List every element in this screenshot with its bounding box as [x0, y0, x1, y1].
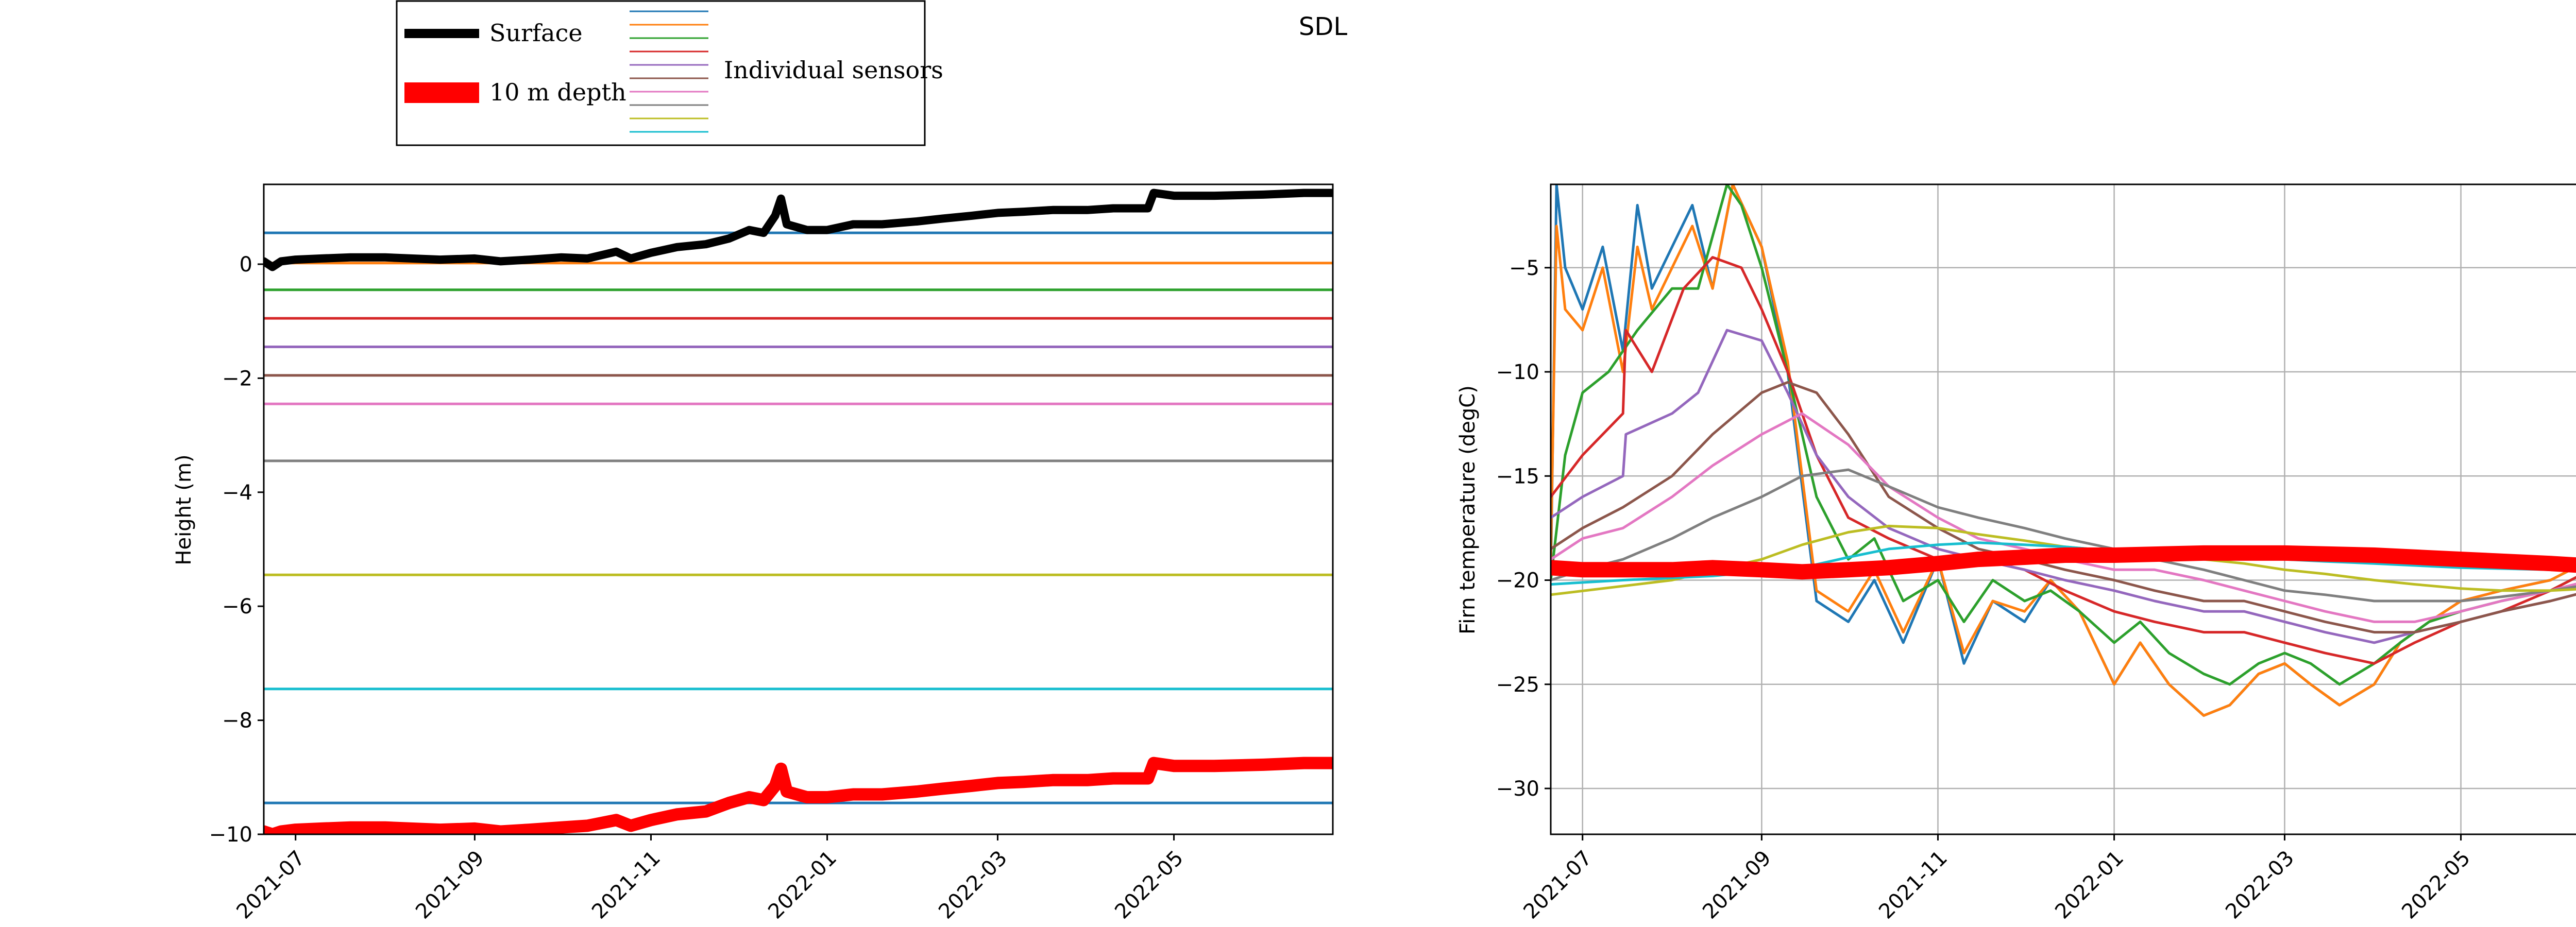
y-tick-label: −5 — [1509, 256, 1539, 280]
surface-height-line — [264, 188, 1333, 271]
y-tick-label: −25 — [1496, 673, 1539, 697]
y-tick-label: −20 — [1496, 569, 1539, 593]
y-tick-label: −15 — [1496, 465, 1539, 488]
y-tick-label: −30 — [1496, 777, 1539, 801]
legend: Surface 10 m depth Individual sensors — [396, 0, 943, 146]
temperature-y-axis-label: Firn temperature (degC) — [1456, 385, 1480, 634]
y-tick-label: 0 — [240, 253, 252, 277]
sensor-temperature-line — [1551, 381, 2576, 634]
sensor-temperature-line — [1551, 184, 2576, 686]
legend-sensor-swatches — [630, 10, 708, 133]
depth-10m-temperature-line — [1551, 545, 2576, 580]
temperature-grid — [1551, 184, 2576, 834]
height-plot-lines — [264, 188, 1333, 834]
height-y-axis-label: Height (m) — [172, 454, 196, 565]
figure-title: SDL — [1299, 12, 1347, 41]
sensor-temperature-line — [1551, 412, 2576, 623]
depth-10m-height-line — [264, 757, 1333, 834]
y-tick-label: −8 — [222, 709, 252, 733]
y-tick-label: −10 — [209, 823, 252, 847]
legend-surface-label: Surface — [489, 19, 583, 47]
y-tick-label: −4 — [222, 481, 252, 505]
legend-sensors-label: Individual sensors — [724, 56, 943, 84]
y-tick-label: −6 — [222, 595, 252, 619]
temperature-plot-lines — [1551, 184, 2576, 717]
temperature-panel-frame — [1550, 183, 2576, 835]
sensor-temperature-line — [1551, 184, 2576, 717]
y-tick-label: −10 — [1496, 360, 1539, 384]
legend-depth-label: 10 m depth — [489, 78, 626, 106]
height-panel-frame — [263, 183, 1334, 835]
y-tick-label: −2 — [222, 367, 252, 390]
sensor-temperature-line — [1551, 468, 2576, 603]
